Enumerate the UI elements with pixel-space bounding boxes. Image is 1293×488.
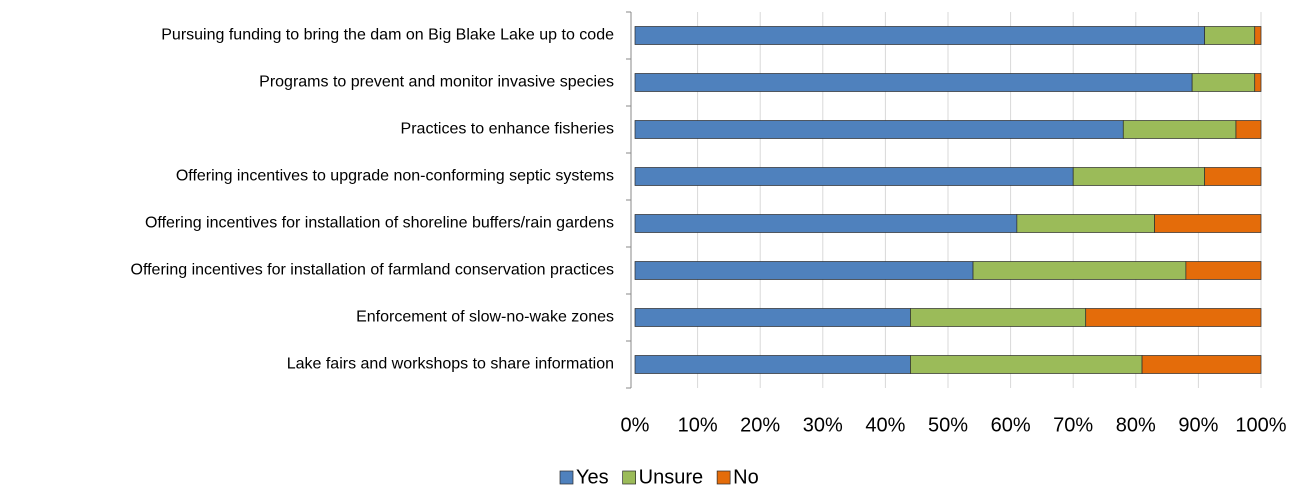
bar-segment bbox=[1254, 26, 1262, 45]
x-tick-label: 0% bbox=[621, 414, 650, 436]
bar-segment bbox=[910, 308, 1087, 327]
x-tick-label: 20% bbox=[740, 414, 780, 436]
x-tick-label: 80% bbox=[1116, 414, 1156, 436]
x-tick-label: 10% bbox=[678, 414, 718, 436]
x-tick-label: 90% bbox=[1178, 414, 1218, 436]
category-label: Enforcement of slow-no-wake zones bbox=[356, 309, 614, 326]
bar-segment bbox=[634, 167, 1074, 186]
bar-segment bbox=[1204, 167, 1262, 186]
x-tick-label: 60% bbox=[991, 414, 1031, 436]
legend-swatch bbox=[559, 470, 574, 485]
bar-segment bbox=[634, 120, 1124, 139]
bar-segment bbox=[1154, 214, 1262, 233]
category-label: Offering incentives for installation of … bbox=[145, 215, 614, 232]
bar-segment bbox=[1141, 355, 1262, 374]
legend-swatch bbox=[716, 470, 731, 485]
legend-label: No bbox=[733, 466, 759, 488]
category-label: Offering incentives for installation of … bbox=[131, 262, 615, 279]
category-label: Lake fairs and workshops to share inform… bbox=[287, 356, 614, 373]
bar-segment bbox=[1204, 26, 1256, 45]
bar-segment bbox=[634, 214, 1018, 233]
legend-label: Yes bbox=[576, 466, 609, 488]
bar-segment bbox=[1122, 120, 1237, 139]
bar-segment bbox=[634, 261, 974, 280]
bar-segment bbox=[1072, 167, 1206, 186]
category-label: Programs to prevent and monitor invasive… bbox=[259, 74, 614, 91]
bar-segment bbox=[1016, 214, 1155, 233]
bar-segment bbox=[910, 355, 1143, 374]
x-tick-label: 70% bbox=[1053, 414, 1093, 436]
bar-segment bbox=[634, 355, 911, 374]
bar-segment bbox=[1235, 120, 1262, 139]
x-tick-label: 50% bbox=[928, 414, 968, 436]
bar-segment bbox=[1254, 73, 1262, 92]
bar-segment bbox=[634, 26, 1206, 45]
legend-swatch bbox=[622, 470, 636, 485]
bar-segment bbox=[972, 261, 1187, 280]
bar-segment bbox=[634, 308, 911, 327]
x-tick-label: 30% bbox=[803, 414, 843, 436]
x-tick-label: 40% bbox=[865, 414, 905, 436]
bar-segment bbox=[1085, 308, 1262, 327]
x-tick-label: 100% bbox=[1235, 414, 1286, 436]
bar-segment bbox=[1185, 261, 1262, 280]
category-label: Practices to enhance fisheries bbox=[401, 121, 614, 138]
legend-label: Unsure bbox=[639, 466, 703, 488]
category-label: Pursuing funding to bring the dam on Big… bbox=[161, 27, 614, 44]
bar-segment bbox=[1191, 73, 1256, 92]
bar-segment bbox=[634, 73, 1193, 92]
category-label: Offering incentives to upgrade non-confo… bbox=[176, 168, 614, 185]
